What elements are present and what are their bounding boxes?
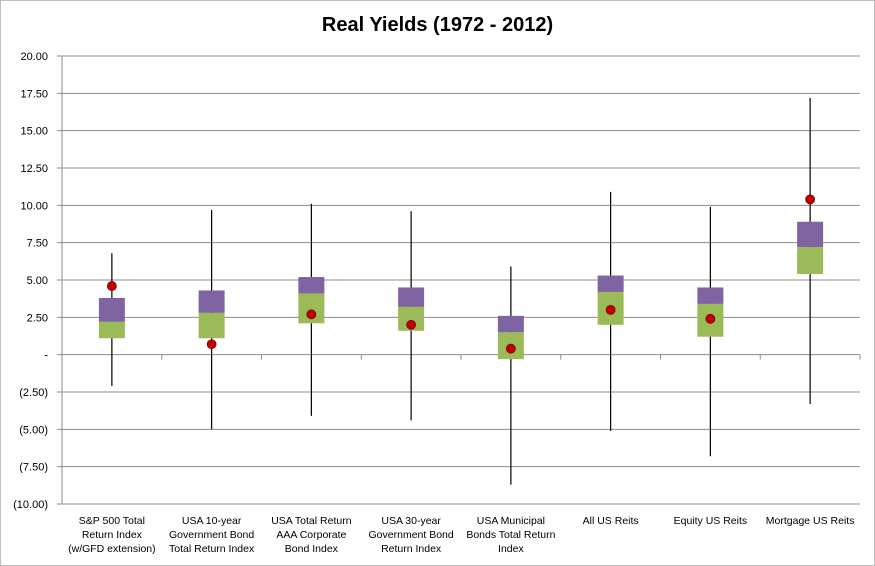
marker-point [406,319,417,330]
chart-title: Real Yields (1972 - 2012) [321,14,554,36]
y-tick-label: 17.50 [20,88,48,100]
y-tick-label: (10.00) [13,499,48,511]
upper-box [398,287,425,307]
x-category-label-line: Mortgage US Reits [766,515,855,527]
x-category-label: USA 10-year Government Bond Total Return I… [169,515,255,555]
x-category-label: S&P 500 Total Return Index (w/GFD extensio… [68,515,156,555]
x-category-label-line: Return Index [82,529,143,541]
marker-point [705,313,716,324]
x-category-label: Mortgage US Reits [766,515,855,527]
x-category-label-line: (w/GFD extension) [68,543,156,555]
y-tick-label: 10.00 [20,200,48,212]
y-tick-label: 12.50 [20,163,48,175]
upper-box [597,275,624,292]
y-tick-label: - [44,350,48,362]
upper-box [298,277,325,294]
x-category-label-line: Bond Index [285,543,339,555]
y-tick-label: (5.00) [19,424,48,436]
y-tick-label: 15.00 [20,126,48,138]
upper-box [98,297,125,322]
x-category-label-line: Bonds Total Return [466,529,555,541]
x-category-label-line: All US Reits [583,515,639,527]
x-category-label-line: Return Index [381,543,442,555]
upper-box [198,290,225,313]
x-category-label-line: USA 30-year [381,515,441,527]
x-category-label-line: Total Return Index [169,543,255,555]
y-tick-label: 20.00 [20,51,48,63]
marker-point [306,309,317,320]
x-category-label: USA Municipal Bonds Total Return Index [466,515,555,555]
x-category-label-line: Government Bond [169,529,254,541]
x-category-label: All US Reits [583,515,639,527]
y-tick-label: 7.50 [27,238,48,250]
x-category-label-line: USA 10-year [182,515,242,527]
x-category-label-line: USA Municipal [477,515,545,527]
marker-point [805,194,816,205]
marker-point [605,304,616,315]
x-category-label-line: S&P 500 Total [79,515,145,527]
upper-box [697,287,724,304]
marker-point [206,339,217,350]
marker-point [106,281,117,291]
y-tick-label: 2.50 [27,312,48,324]
x-category-label-line: USA Total Return [271,515,352,527]
lower-box [198,312,225,339]
x-category-label: USA 30-year Government Bond Return Index [369,515,454,555]
x-category-label-line: Equity US Reits [674,515,748,527]
lower-box [797,247,824,275]
lower-box [98,321,125,339]
y-tick-label: (2.50) [19,387,48,399]
marker-point [505,343,516,354]
x-category-label-line: Government Bond [369,529,454,541]
upper-box [497,315,524,333]
x-category-label: Equity US Reits [674,515,748,527]
x-category-label: USA Total Return AAA Corporate Bond Index [271,515,352,555]
y-tick-label: 5.00 [27,275,48,287]
y-tick-label: (7.50) [19,462,48,474]
lower-box [398,306,425,331]
upper-box [797,221,824,248]
x-category-label-line: Index [498,543,524,555]
x-category-label-line: AAA Corporate [276,529,346,541]
